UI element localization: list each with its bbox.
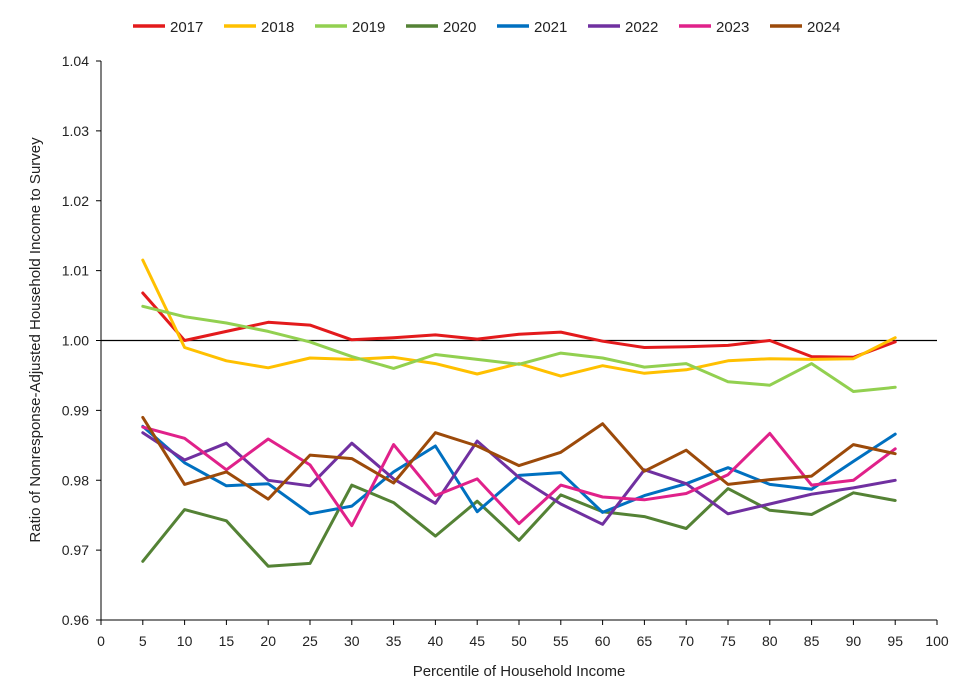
x-axis-title: Percentile of Household Income (413, 663, 626, 680)
legend-label-2017: 2017 (170, 19, 203, 36)
series-line-2017 (141, 291, 897, 359)
x-tick-label: 70 (678, 633, 694, 649)
series-line-2021 (141, 424, 897, 516)
x-tick-label: 65 (637, 633, 653, 649)
x-tick-label: 30 (344, 633, 360, 649)
y-tick-label: 1.01 (62, 263, 89, 279)
y-tick-label: 0.99 (62, 402, 89, 418)
x-tick-label: 5 (139, 633, 147, 649)
y-tick-label: 1.03 (62, 123, 89, 139)
x-tick-label: 10 (177, 633, 193, 649)
x-tick-label: 20 (260, 633, 276, 649)
legend-label-2020: 2020 (443, 19, 476, 36)
legend-label-2024: 2024 (807, 19, 840, 36)
x-tick-label: 60 (595, 633, 611, 649)
series-line-2020 (141, 483, 897, 568)
y-axis-title: Ratio of Nonresponse-Adjusted Household … (27, 137, 44, 543)
x-tick-label: 85 (804, 633, 820, 649)
legend-label-2018: 2018 (261, 19, 294, 36)
x-tick-label: 0 (97, 633, 105, 649)
y-tick-label: 0.96 (62, 612, 89, 628)
x-tick-label: 100 (925, 633, 949, 649)
x-tick-label: 80 (762, 633, 778, 649)
series-line-2019 (141, 304, 897, 393)
x-tick-label: 25 (302, 633, 318, 649)
y-axis: 0.96 0.97 0.98 0.99 1.00 1.01 1.02 1.03 1.04 (62, 53, 101, 628)
x-tick-label: 55 (553, 633, 569, 649)
x-tick-label: 15 (219, 633, 235, 649)
legend-label-2022: 2022 (625, 19, 658, 36)
x-tick-label: 90 (846, 633, 862, 649)
plot-area (100, 61, 937, 621)
series-line-2024 (141, 415, 897, 501)
legend-label-2019: 2019 (352, 19, 385, 36)
legend: 2017 2018 2019 2020 2021 2022 2023 2024 (133, 19, 840, 36)
y-tick-label: 0.98 (62, 472, 89, 488)
y-tick-label: 1.02 (62, 193, 89, 209)
series-lines (141, 258, 897, 568)
series-line-2022 (141, 431, 897, 526)
y-tick-label: 1.00 (62, 333, 89, 349)
x-tick-label: 95 (887, 633, 903, 649)
series-line-2023 (141, 425, 897, 528)
y-tick-label: 0.97 (62, 542, 89, 558)
x-tick-label: 35 (386, 633, 402, 649)
y-tick-label: 1.04 (62, 53, 89, 69)
series-line-2018 (141, 258, 897, 378)
x-tick-label: 50 (511, 633, 527, 649)
x-axis: 0 5 10 15 20 25 30 35 40 45 50 55 60 65 70 75 80 85 90 95 10… (97, 620, 949, 649)
x-tick-label: 40 (428, 633, 444, 649)
x-tick-label: 45 (469, 633, 485, 649)
legend-label-2023: 2023 (716, 19, 749, 36)
legend-label-2021: 2021 (534, 19, 567, 36)
x-tick-label: 75 (720, 633, 736, 649)
